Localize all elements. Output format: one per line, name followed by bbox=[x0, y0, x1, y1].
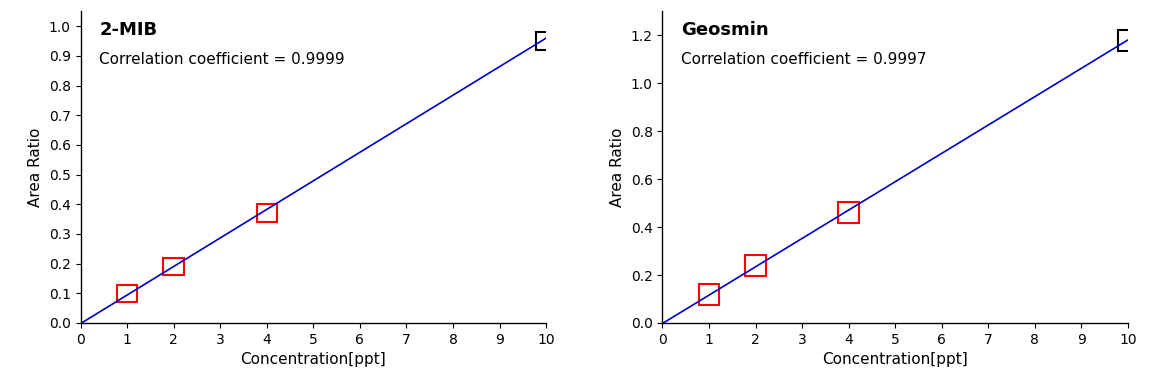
Bar bbox=[838, 202, 859, 223]
Bar bbox=[1118, 30, 1138, 51]
Bar bbox=[257, 204, 277, 222]
Text: 2-MIB: 2-MIB bbox=[99, 21, 158, 39]
X-axis label: Concentration[ppt]: Concentration[ppt] bbox=[822, 352, 968, 367]
Bar bbox=[163, 258, 184, 276]
Text: Correlation coefficient = 0.9999: Correlation coefficient = 0.9999 bbox=[99, 52, 345, 67]
Bar bbox=[746, 255, 765, 276]
Bar bbox=[117, 285, 137, 302]
Y-axis label: Area Ratio: Area Ratio bbox=[610, 128, 625, 207]
Y-axis label: Area Ratio: Area Ratio bbox=[29, 128, 44, 207]
Bar bbox=[536, 32, 556, 50]
X-axis label: Concentration[ppt]: Concentration[ppt] bbox=[241, 352, 387, 367]
Text: Geosmin: Geosmin bbox=[681, 21, 769, 39]
Text: Correlation coefficient = 0.9997: Correlation coefficient = 0.9997 bbox=[681, 52, 927, 67]
Bar bbox=[699, 283, 719, 305]
